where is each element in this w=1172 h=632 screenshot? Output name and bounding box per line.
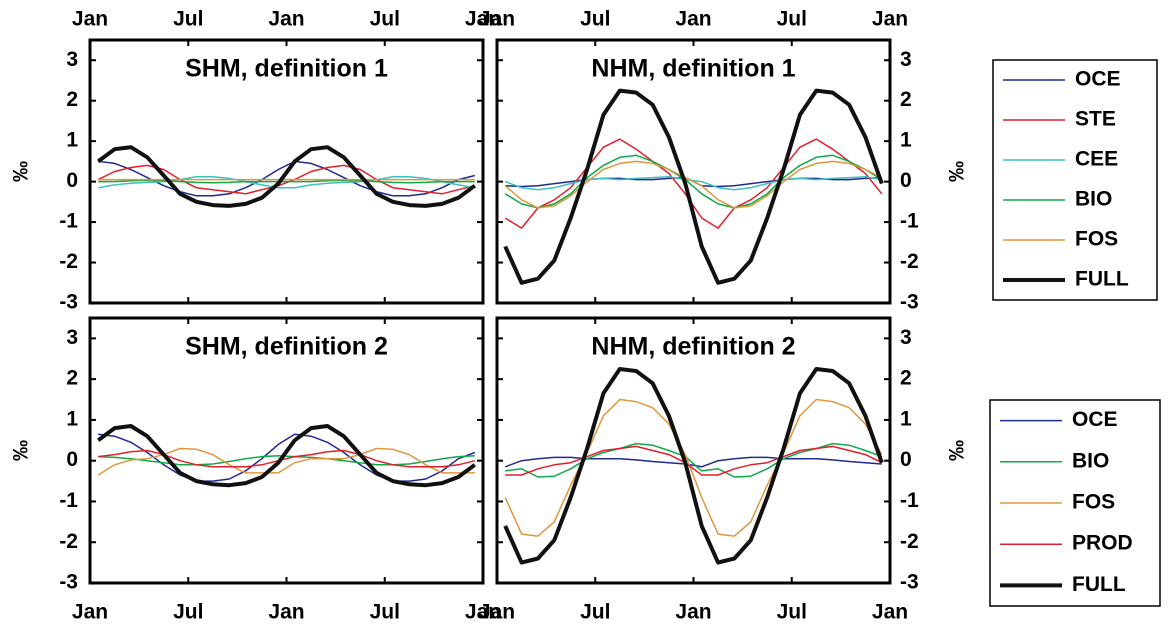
y-tick-label: 2 [900,367,912,390]
legend-box [992,59,1158,301]
x-tick-label: Jan [675,601,711,624]
series-line [98,176,475,189]
series-line [504,160,883,209]
series-line [504,154,883,209]
y-tick-label: 2 [66,88,78,111]
y-tick-label: 3 [66,48,78,71]
series-line [504,138,883,229]
y-tick-label: -1 [900,489,919,512]
y-tick-label: 0 [66,448,78,471]
x-tick-label: Jul [777,601,807,624]
y-tick-label: 2 [900,88,912,111]
y-tick-label: -3 [59,291,78,314]
y-tick-label: -3 [900,291,919,314]
y-tick-label: -3 [59,571,78,594]
y-axis-label: ‰ [10,440,33,461]
legend-label: FULL [1072,573,1126,596]
series-line [98,433,476,482]
x-tick-label: Jan [675,8,711,31]
x-tick-label: Jul [580,601,610,624]
x-tick-label: Jan [268,601,304,624]
y-tick-label: 0 [66,169,78,192]
series-line [98,455,475,466]
series-line [97,424,476,488]
legend-label: PROD [1072,532,1133,555]
y-tick-label: -1 [59,210,78,233]
series-line [97,145,476,208]
series-line [504,398,883,537]
x-tick-label: Jul [370,8,400,31]
x-tick-label: Jan [479,601,515,624]
series-line [504,456,882,468]
panel-title: SHM, definition 2 [185,333,388,361]
x-tick-label: Jan [479,8,515,31]
y-tick-label: -2 [59,250,78,273]
legend-label: BIO [1075,188,1112,211]
legend-label: BIO [1072,449,1109,472]
y-axis-label: ‰ [10,161,33,182]
x-tick-label: Jan [465,601,501,624]
series-line [503,88,884,285]
series-line [504,176,882,191]
series-line [505,445,883,476]
legend-label: OCE [1072,408,1118,431]
y-tick-label: 1 [900,129,912,152]
legend-label: STE [1075,108,1116,131]
x-tick-label: Jul [173,8,203,31]
y-tick-label: -2 [59,530,78,553]
legend-label: CEE [1075,148,1118,171]
x-tick-label: Jan [872,8,908,31]
legend-label: OCE [1075,68,1121,91]
legend-label: FOS [1075,228,1118,251]
x-tick-label: Jan [72,601,108,624]
y-tick-label: -2 [900,250,919,273]
y-tick-label: 1 [900,407,912,430]
x-tick-label: Jan [72,8,108,31]
x-tick-label: Jan [465,8,501,31]
x-tick-label: Jul [173,601,203,624]
y-tick-label: 2 [66,367,78,390]
x-tick-label: Jul [370,601,400,624]
legend-label: FOS [1072,491,1115,514]
y-tick-label: 1 [66,129,78,152]
series-line [505,442,883,478]
y-tick-label: -1 [59,489,78,512]
x-tick-label: Jan [268,8,304,31]
y-tick-label: 0 [900,448,912,471]
panel-title: NHM, definition 2 [591,333,795,361]
y-tick-label: -1 [900,210,919,233]
series-line [98,160,475,197]
y-tick-label: 3 [66,326,78,349]
series-line [97,164,475,195]
y-axis-label: ‰ [946,440,969,461]
y-tick-label: 1 [66,407,78,430]
y-tick-label: 0 [900,169,912,192]
legend-label: FULL [1075,268,1129,291]
y-axis-label: ‰ [946,161,969,182]
y-tick-label: 3 [900,326,912,349]
y-tick-label: 3 [900,48,912,71]
series-line [97,447,475,476]
panel-title: NHM, definition 1 [591,55,795,83]
y-tick-label: -2 [900,530,919,553]
y-tick-label: -3 [900,571,919,594]
panel-title: SHM, definition 1 [185,55,388,83]
x-tick-label: Jul [777,8,807,31]
series-line [98,179,475,184]
series-line [503,367,884,565]
x-tick-label: Jan [872,601,908,624]
x-tick-label: Jul [580,8,610,31]
